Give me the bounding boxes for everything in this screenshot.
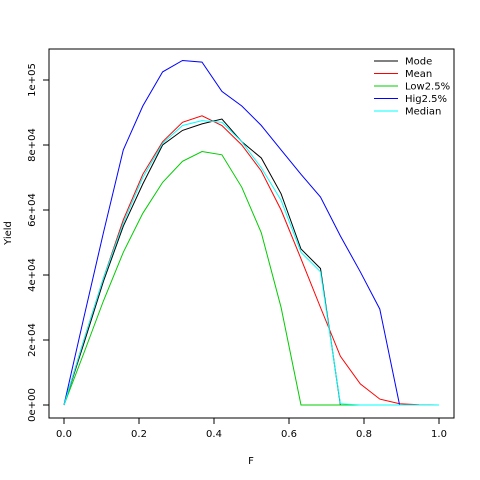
y-tick-label: 1e+05 xyxy=(27,63,38,97)
y-tick-label: 0e+00 xyxy=(27,388,38,422)
legend-label-median: Median xyxy=(405,107,441,118)
x-tick-label: 0.2 xyxy=(131,429,147,440)
y-tick-label: 2e+04 xyxy=(27,323,38,357)
x-tick-label: 1.0 xyxy=(431,429,447,440)
legend-label-low2-5-: Low2.5% xyxy=(405,82,450,93)
y-tick-label: 4e+04 xyxy=(27,258,38,292)
x-axis: 0.0 0.2 0.4 0.6 0.8 1.0 xyxy=(56,417,447,440)
plot-region xyxy=(48,48,455,419)
series-line-hig2-5- xyxy=(63,59,439,406)
legend-label-mode: Mode xyxy=(405,57,432,68)
series-line-median xyxy=(63,120,439,406)
plot-box xyxy=(48,48,455,419)
x-tick-label: 0.8 xyxy=(356,429,372,440)
y-tick-label: 6e+04 xyxy=(27,193,38,227)
y-axis: 0e+00 2e+04 4e+04 6e+04 8e+04 1e+05 xyxy=(27,63,50,422)
legend-label-mean: Mean xyxy=(405,69,432,80)
x-axis-title: F xyxy=(248,456,254,467)
series-line-mean xyxy=(63,115,440,406)
y-tick-label: 8e+04 xyxy=(27,128,38,162)
x-tick-label: 0.0 xyxy=(56,429,72,440)
series-line-low2-5- xyxy=(63,150,439,406)
legend-label-hig2-5-: Hig2.5% xyxy=(405,94,447,105)
x-tick-label: 0.6 xyxy=(281,429,297,440)
series-group xyxy=(63,59,440,406)
x-tick-label: 0.4 xyxy=(206,429,222,440)
y-axis-title: Yield xyxy=(3,221,14,246)
